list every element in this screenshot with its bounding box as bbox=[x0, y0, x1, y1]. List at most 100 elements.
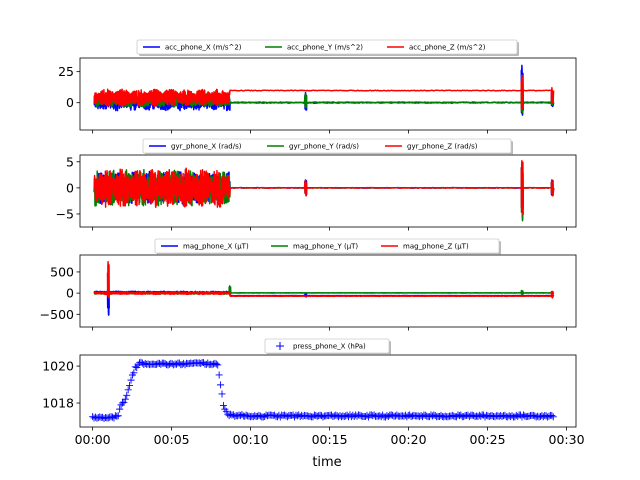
legend-label: acc_phone_Z (m/s^2) bbox=[409, 44, 486, 52]
x-tick-label: 00:00 bbox=[75, 432, 111, 447]
press-point bbox=[295, 411, 303, 419]
press-point bbox=[376, 412, 384, 420]
press-point bbox=[356, 411, 364, 419]
series-press-markers bbox=[89, 358, 557, 422]
legend-label: gyr_phone_X (rad/s) bbox=[171, 143, 242, 151]
legend-label: gyr_phone_Y (rad/s) bbox=[289, 143, 359, 151]
press-y-tick-label: 1020 bbox=[42, 359, 74, 374]
gyr-plot-area bbox=[93, 159, 555, 222]
press-point bbox=[126, 381, 134, 389]
acc-axes-frame bbox=[79, 57, 577, 131]
series-gyr-z bbox=[93, 159, 555, 215]
acc-legend: acc_phone_X (m/s^2) acc_phone_Y (m/s^2) ac… bbox=[136, 39, 519, 56]
mag-y-tick-label: 500 bbox=[50, 264, 74, 279]
legend-label: acc_phone_X (m/s^2) bbox=[165, 44, 242, 52]
legend-label: gyr_phone_Z (rad/s) bbox=[407, 143, 478, 151]
press-point bbox=[362, 412, 370, 420]
press-point bbox=[130, 369, 138, 377]
press-point bbox=[255, 411, 263, 419]
press-point bbox=[342, 412, 350, 420]
acc-y-tick-label: 0 bbox=[66, 95, 74, 110]
press-point bbox=[215, 371, 223, 379]
press-point bbox=[109, 413, 117, 421]
legend-label: mag_phone_Y (µT) bbox=[293, 243, 358, 251]
press-point bbox=[124, 386, 132, 394]
press-point bbox=[514, 412, 522, 420]
press-point bbox=[406, 411, 414, 419]
press-point bbox=[222, 407, 230, 415]
press-point bbox=[114, 412, 122, 420]
mag-legend: mag_phone_X (µT) mag_phone_Y (µT) mag_phon… bbox=[154, 238, 501, 255]
press-point bbox=[306, 412, 314, 420]
press-point bbox=[242, 411, 250, 419]
legend-label: press_phone_X (hPa) bbox=[293, 343, 366, 351]
press-point bbox=[93, 414, 101, 422]
press-point bbox=[212, 360, 220, 368]
press-point bbox=[120, 398, 128, 406]
press-point bbox=[116, 405, 124, 413]
press-point bbox=[283, 413, 291, 421]
x-tick-label: 00:10 bbox=[233, 432, 269, 447]
x-tick-label: 00:05 bbox=[154, 432, 190, 447]
press-point bbox=[225, 412, 233, 420]
press-point bbox=[313, 412, 321, 420]
press-point bbox=[448, 411, 456, 419]
press-point bbox=[319, 413, 327, 421]
press-point bbox=[113, 412, 121, 420]
press-point bbox=[468, 411, 476, 419]
x-tick-label: 00:15 bbox=[312, 432, 348, 447]
series-acc-z bbox=[93, 74, 555, 110]
press-plot-area bbox=[89, 358, 557, 422]
mag-y-tick-label: 0 bbox=[66, 286, 74, 301]
press-point bbox=[218, 390, 226, 398]
press-point bbox=[393, 411, 401, 419]
legend-label: mag_phone_X (µT) bbox=[183, 243, 249, 251]
press-point bbox=[127, 376, 135, 384]
press-point bbox=[519, 411, 527, 419]
acc-y-tick-label: 25 bbox=[58, 64, 74, 79]
legend-label: mag_phone_Z (µT) bbox=[403, 243, 469, 251]
press-point bbox=[430, 411, 438, 419]
press-point bbox=[332, 411, 340, 419]
gyr-y-tick-label: −5 bbox=[56, 206, 74, 221]
x-axis-title: time bbox=[312, 455, 341, 470]
press-point bbox=[214, 361, 222, 369]
press-y-tick-label: 1018 bbox=[42, 396, 74, 411]
press-point bbox=[407, 413, 415, 421]
series-mag-z bbox=[93, 261, 555, 299]
press-point bbox=[238, 410, 246, 418]
press-point bbox=[235, 411, 243, 419]
press-point bbox=[204, 359, 212, 367]
press-point bbox=[501, 411, 509, 419]
press-point bbox=[89, 413, 97, 421]
mag-panel: −500 0 500 mag_phone_X (µT) mag_phone_Y (µT)… bbox=[40, 238, 577, 331]
press-point bbox=[400, 412, 408, 420]
press-point bbox=[170, 361, 178, 369]
press-point bbox=[444, 413, 452, 421]
x-tick-label: 00:30 bbox=[549, 432, 585, 447]
acc-plot-area bbox=[93, 64, 555, 116]
x-tick-label: 00:20 bbox=[391, 432, 427, 447]
press-point bbox=[121, 395, 129, 403]
mag-plot-area bbox=[93, 261, 555, 316]
legend-label: acc_phone_Y (m/s^2) bbox=[287, 44, 363, 52]
press-point bbox=[100, 414, 108, 422]
press-point bbox=[481, 413, 489, 421]
press-point bbox=[529, 411, 537, 419]
press-point bbox=[549, 413, 557, 421]
press-point bbox=[437, 411, 445, 419]
gyr-y-tick-label: 0 bbox=[66, 180, 74, 195]
legend-marker bbox=[276, 342, 284, 350]
press-point bbox=[227, 410, 235, 418]
press-point bbox=[197, 359, 205, 367]
press-panel: 1018 1020 00:00 00:05 00:10 00:15 00:20 00:25 00… bbox=[42, 338, 585, 447]
press-point bbox=[511, 413, 519, 421]
press-point bbox=[370, 411, 378, 419]
press-legend: press_phone_X (hPa) bbox=[264, 338, 391, 355]
press-point bbox=[219, 402, 227, 410]
press-point bbox=[545, 412, 553, 420]
press-point bbox=[118, 399, 126, 407]
acc-panel: 0 25 acc_phone_X (m/s^2) acc_phone_Y (m/s^2… bbox=[58, 39, 577, 134]
gyr-legend: gyr_phone_X (rad/s) gyr_phone_Y (rad/s) gy… bbox=[142, 138, 513, 155]
